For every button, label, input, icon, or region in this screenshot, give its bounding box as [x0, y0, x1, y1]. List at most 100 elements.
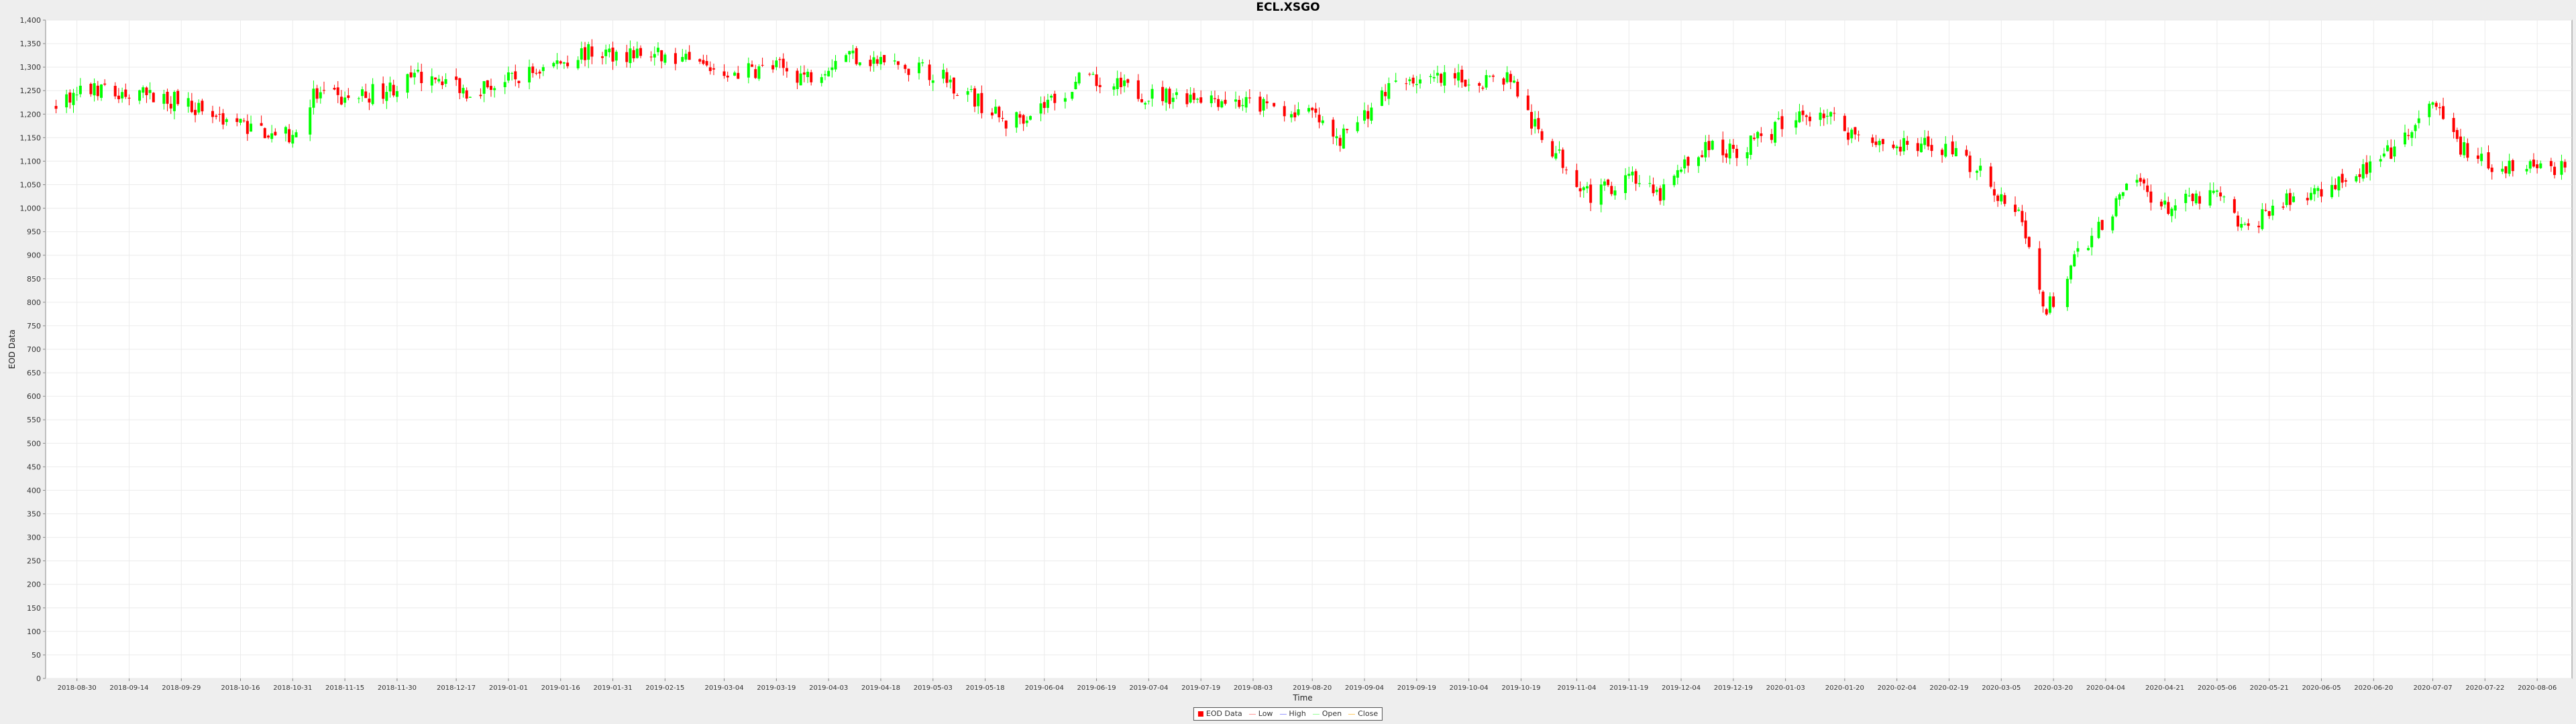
candle-body — [395, 90, 398, 97]
candle-body — [733, 72, 737, 76]
candle-body — [430, 76, 433, 86]
candle-body — [2431, 102, 2434, 105]
candle-body — [333, 88, 336, 90]
candle-body — [1394, 80, 1397, 82]
candle-body — [608, 48, 611, 52]
candle-body — [949, 79, 952, 82]
candle-body — [1746, 152, 1749, 159]
candle-body — [883, 54, 886, 63]
candle-body — [1829, 112, 1833, 117]
candle-body — [103, 83, 107, 85]
candle-body — [562, 62, 566, 64]
candle-body — [1408, 79, 1411, 82]
candle-body — [1638, 183, 1641, 184]
candle-body — [197, 103, 201, 113]
candle-body — [875, 59, 879, 64]
candle-body — [194, 109, 197, 115]
candle-body — [796, 70, 799, 83]
candle-body — [1979, 166, 1982, 171]
candle-body — [1707, 141, 1711, 150]
candle-body — [1025, 120, 1028, 123]
candle-body — [973, 88, 977, 107]
x-tick-label: 2019-09-04 — [1345, 684, 1384, 692]
candle-body — [117, 95, 120, 99]
candle-body — [455, 76, 458, 80]
candle-body — [1892, 144, 1895, 148]
candle-body — [1244, 97, 1248, 108]
candle-body — [1248, 97, 1251, 99]
x-tick-label: 2020-02-04 — [1878, 684, 1917, 692]
candle-body — [1258, 97, 1262, 112]
candle-body — [1756, 131, 1760, 139]
candle-body — [1701, 155, 1704, 158]
candle-body — [89, 84, 93, 95]
candle-body — [2003, 195, 2006, 204]
candle-body — [2334, 184, 2337, 190]
candle-body — [869, 60, 872, 66]
candle-body — [1808, 116, 1811, 121]
candle-body — [834, 60, 837, 70]
candle-body — [2243, 224, 2247, 225]
candle-body — [590, 46, 594, 57]
x-tick-label: 2019-03-04 — [704, 684, 743, 692]
candle-body — [2142, 179, 2145, 184]
candle-body — [93, 83, 96, 96]
candle-body — [614, 52, 618, 61]
x-tick-label: 2019-10-19 — [1501, 684, 1540, 692]
x-tick-label: 2020-05-06 — [2198, 684, 2237, 692]
candle-body — [260, 123, 263, 126]
candle-body — [2167, 202, 2170, 215]
candle-body — [2041, 292, 2045, 307]
candle-body — [1224, 99, 1227, 104]
candle-body — [309, 107, 312, 135]
candle-body — [127, 97, 131, 99]
candle-body — [2361, 164, 2365, 179]
candle-body — [1074, 82, 1077, 90]
candle-body — [1878, 141, 1881, 145]
candle-body — [945, 72, 949, 83]
legend-label-eod: EOD Data — [1205, 709, 1242, 718]
candle-body — [681, 56, 684, 62]
candle-body — [2052, 296, 2055, 307]
candle-body — [980, 93, 983, 113]
candle-body — [1346, 129, 1349, 131]
candle-body — [312, 88, 315, 108]
candle-body — [896, 61, 900, 65]
candle-body — [72, 93, 75, 105]
candle-body — [1199, 97, 1203, 103]
candle-body — [1015, 112, 1018, 128]
candle-body — [827, 70, 830, 76]
candle-body — [2288, 192, 2292, 205]
candle-body — [1683, 159, 1686, 169]
candle-body — [1672, 176, 1676, 186]
candle-body — [2379, 159, 2382, 162]
candle-body — [409, 72, 413, 78]
candle-body — [660, 50, 663, 62]
candle-body — [1491, 75, 1495, 77]
candle-body — [1443, 72, 1446, 86]
candle-body — [2027, 237, 2031, 247]
y-tick-label: 50 — [32, 651, 41, 660]
candle-body — [1342, 128, 1345, 149]
candle-body — [1752, 137, 1756, 139]
candle-body — [1119, 77, 1122, 88]
legend-item-high: High — [1279, 709, 1306, 719]
candle-body — [1658, 188, 1662, 201]
candle-body — [2549, 161, 2553, 166]
candle-body — [952, 77, 955, 94]
candle-body — [1648, 183, 1652, 184]
candle-body — [1126, 79, 1130, 83]
y-tick-label: 750 — [27, 322, 41, 330]
candle-body — [1098, 84, 1102, 87]
candle-body — [1029, 116, 1032, 120]
candle-body — [2386, 145, 2390, 152]
candle-body — [956, 95, 959, 96]
candle-body — [2410, 132, 2414, 138]
x-tick-label: 2020-04-21 — [2145, 684, 2184, 692]
candle-body — [2247, 223, 2250, 226]
candle-body — [1161, 86, 1165, 101]
candle-body — [2100, 220, 2104, 230]
candle-body — [1686, 157, 1690, 166]
candle-body — [1050, 95, 1053, 98]
